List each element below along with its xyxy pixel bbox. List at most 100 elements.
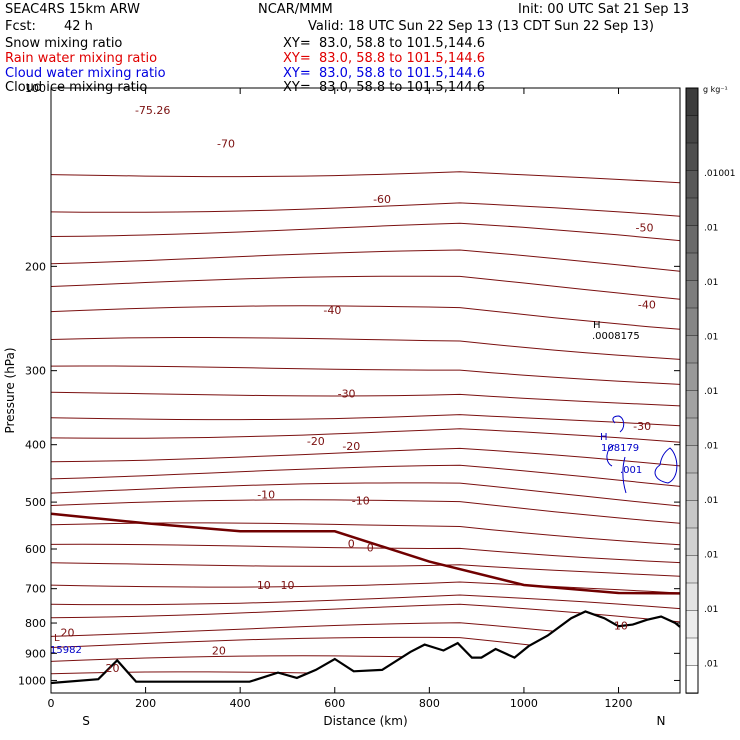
- colorbar-cell: [685, 362, 699, 392]
- plot-frame: [50, 87, 681, 694]
- contour-label: -20: [342, 440, 360, 453]
- isotherm-line: [50, 594, 681, 610]
- y-tick-label: 500: [25, 496, 46, 509]
- cloud-high-value: 108179: [601, 443, 639, 454]
- colorbar-cell: [685, 417, 699, 447]
- y-tick-label: 400: [25, 439, 46, 452]
- x-tick-label: 800: [419, 697, 440, 710]
- colorbar-cell: [685, 582, 699, 612]
- field-name-cloud-water: Cloud water mixing ratio: [5, 66, 166, 81]
- south-label: S: [82, 714, 90, 728]
- colorbar-label: .01: [704, 224, 718, 234]
- y-axis-label: Pressure (hPa): [3, 347, 17, 433]
- isotherm-line: [50, 171, 681, 184]
- isotherm-line: [50, 202, 681, 217]
- x-tick-label: 600: [324, 697, 345, 710]
- colorbar-cell: [685, 500, 699, 529]
- y-tick-label: 100: [25, 82, 46, 95]
- colorbar-label: .01: [704, 278, 718, 288]
- colorbar-cell: [685, 252, 699, 282]
- y-tick-label: 700: [25, 583, 46, 596]
- colorbar-cell: [685, 225, 699, 254]
- x-tick-label: 400: [230, 697, 251, 710]
- y-tick-label: 200: [25, 260, 46, 273]
- valid-time: Valid: 18 UTC Sun 22 Sep 13 (13 CDT Sun …: [308, 19, 654, 34]
- y-tick-label: 600: [25, 543, 46, 556]
- x-axis-label: Distance (km): [323, 714, 407, 728]
- contour-label: 0: [367, 542, 374, 555]
- init-time: Init: 00 UTC Sat 21 Sep 13: [518, 2, 690, 17]
- isotherm-line: [50, 543, 681, 564]
- contour-label: 10: [614, 620, 628, 633]
- field-xy-rain: XY= 83.0, 58.8 to 101.5,144.6: [283, 51, 486, 66]
- contour-label: -40: [638, 299, 656, 312]
- isotherm-line: [50, 305, 681, 330]
- isotherm-line: [50, 222, 681, 242]
- contour-label: 0: [348, 537, 355, 550]
- model-title: SEAC4RS 15km ARW: [5, 2, 141, 17]
- colorbar-cell: [685, 142, 699, 172]
- y-tick-label: 300: [25, 365, 46, 378]
- annotation-group: H .0008175 H 108179 .001 L 15982: [50, 320, 678, 656]
- colorbar-unit: g kg⁻¹: [703, 85, 728, 94]
- contour-label: -30: [338, 388, 356, 401]
- colorbar-cell: [685, 170, 699, 199]
- contour-label: 10: [280, 579, 294, 592]
- contour-label: -50: [636, 222, 654, 235]
- isotherm-line: [50, 428, 681, 443]
- cloud-high-letter: H: [600, 432, 608, 443]
- colorbar-cell: [685, 610, 699, 639]
- isotherm-line: [50, 447, 681, 467]
- isotherm-line: [50, 499, 681, 524]
- contour-label: -30: [633, 420, 651, 433]
- colorbar-label: .01: [704, 496, 718, 506]
- isotherm-line: [50, 581, 681, 594]
- org-label: NCAR/MMM: [258, 2, 333, 17]
- colorbar-cell: [685, 280, 699, 309]
- colorbar-cell: [685, 445, 699, 474]
- contour-label: -40: [323, 304, 341, 317]
- colorbar-cell: [685, 197, 699, 227]
- y-tick-label: 1000: [18, 674, 46, 687]
- colorbar-label: .01: [704, 660, 718, 670]
- colorbar-cell: [685, 87, 699, 117]
- cloud-contour-value: .001: [620, 465, 642, 476]
- x-tick-label: 1000: [510, 697, 538, 710]
- y-tick-label: 900: [25, 647, 46, 660]
- isotherm-line: [50, 249, 681, 272]
- contour-label: -10: [257, 488, 275, 501]
- isotherm-line: [50, 365, 681, 385]
- contour-label: -20: [307, 435, 325, 448]
- contour-label: -60: [373, 193, 391, 206]
- contour-label-group: -75.26 -70 -60 -50 -40 -40 -30 -30 -20 -20 -10 -10 0…: [61, 104, 656, 675]
- fcst-label: Fcst:: [5, 19, 36, 34]
- north-label: N: [657, 714, 666, 728]
- colorbar-cell: [685, 115, 699, 144]
- isotherm-line: [50, 482, 681, 507]
- terrain-group: [50, 610, 681, 693]
- colorbar-group: g kg⁻¹ .01001 .01 .01 .01 .01 .01 .01 .01 .01 .01: [685, 85, 736, 694]
- isotherm-line: [50, 562, 681, 577]
- freezing-level-line: [50, 512, 681, 595]
- terrain-mask: [51, 611, 680, 693]
- colorbar-frame: [685, 87, 699, 694]
- fcst-value: 42 h: [64, 19, 93, 34]
- isotherm-line: [50, 337, 681, 360]
- contour-label: -70: [217, 137, 235, 150]
- isotherm-line: [50, 464, 681, 487]
- field-name-snow: Snow mixing ratio: [5, 36, 123, 51]
- contour-label: 10: [257, 579, 271, 592]
- x-tick-label: 0: [48, 697, 55, 710]
- x-tick-label: 200: [135, 697, 156, 710]
- colorbar-label: .01: [704, 442, 718, 452]
- colorbar-label: .01: [704, 551, 718, 561]
- isotherm-line: [50, 391, 681, 407]
- colorbar-label: .01: [704, 333, 718, 343]
- isotherm-line: [50, 275, 681, 300]
- colorbar-label: .01001: [704, 169, 736, 179]
- field-xy-cloud-water: XY= 83.0, 58.8 to 101.5,144.6: [283, 66, 486, 81]
- freezing-level-group: [50, 512, 681, 595]
- colorbar-label: .01: [704, 387, 718, 397]
- low-marker-letter: L: [54, 633, 60, 644]
